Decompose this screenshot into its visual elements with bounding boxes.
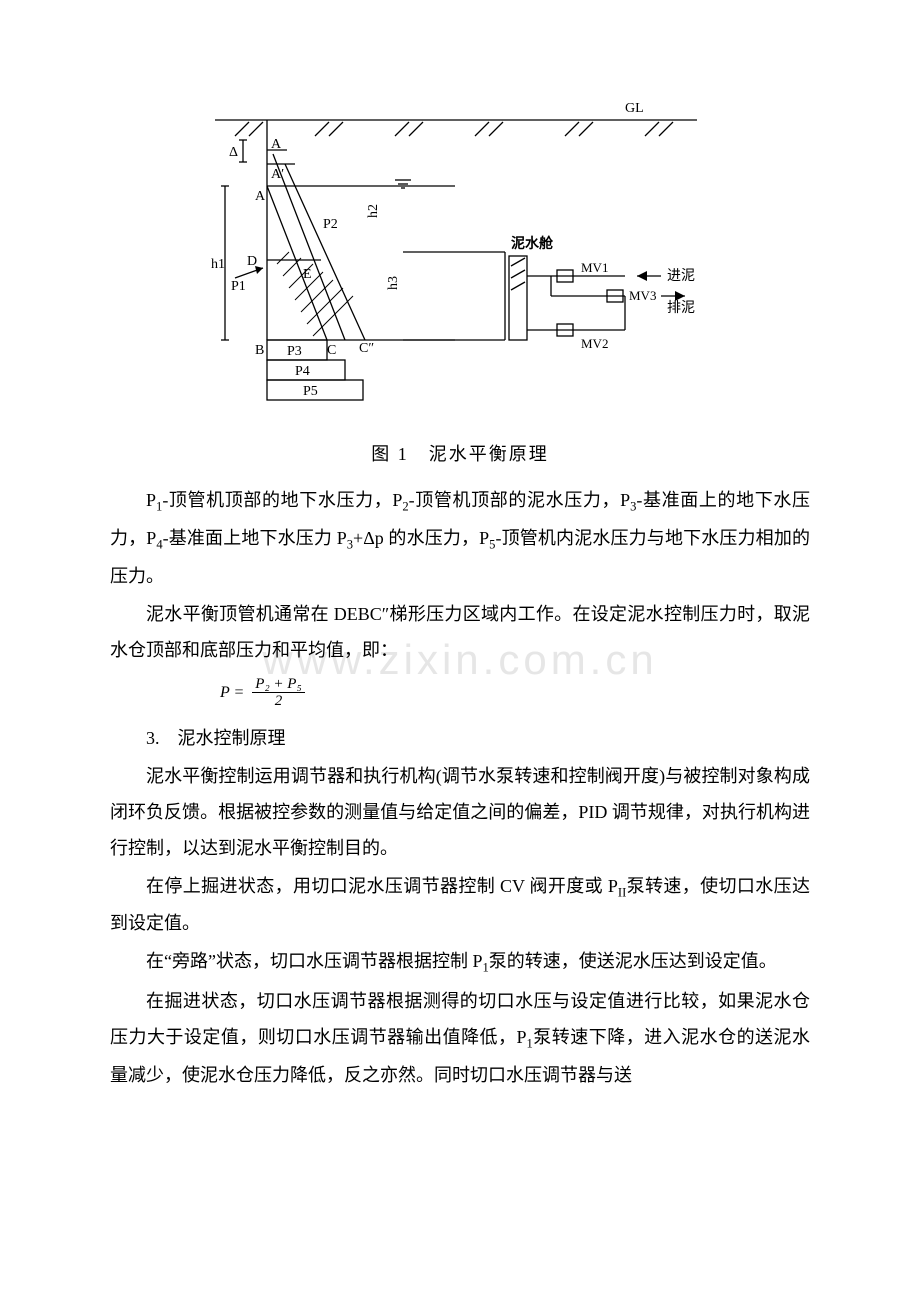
figure-caption: 图 1 泥水平衡原理	[110, 440, 810, 466]
t: -基准面上地下水压力 P	[163, 528, 347, 548]
label-out: 排泥	[667, 300, 695, 316]
t: 在停上掘进状态，用切口泥水压调节器控制 CV 阀开度或 P	[146, 876, 618, 896]
t: P	[146, 490, 156, 510]
label-aprime: A′	[271, 167, 284, 182]
para-control-principle: 泥水平衡控制运用调节器和执行机构(调节水泵转速和控制阀开度)与被控制对象构成闭环…	[110, 758, 810, 866]
label-mv1: MV1	[581, 260, 608, 275]
t: +Δp 的水压力，P	[353, 528, 489, 548]
label-h3: h3	[386, 276, 401, 290]
formula-lhs: P =	[220, 684, 244, 701]
t: 在“旁路”状态，切口水压调节器根据控制 P	[146, 951, 483, 971]
label-c: C	[327, 343, 336, 358]
t: -顶管机顶部的地下水压力，P	[162, 490, 402, 510]
label-mv3: MV3	[629, 288, 656, 303]
label-b: B	[255, 343, 264, 358]
para-stop-state: 在停上掘进状态，用切口泥水压调节器控制 CV 阀开度或 PII泵转速，使切口水压…	[110, 868, 810, 942]
para-excavation-state: 在掘进状态，切口水压调节器根据测得的切口水压与设定值进行比较，如果泥水仓压力大于…	[110, 983, 810, 1093]
formula-fraction: P₂ + P₅ 2	[252, 676, 304, 710]
label-in: 进泥	[667, 268, 695, 284]
formula-num: P₂ + P₅	[252, 676, 304, 694]
para-definitions: P1-顶管机顶部的地下水压力，P2-顶管机顶部的泥水压力，P3-基准面上的地下水…	[110, 482, 810, 594]
formula-den: 2	[252, 693, 304, 710]
svg-text:A: A	[255, 189, 266, 204]
label-nitan: 泥水舱	[511, 235, 554, 252]
t: -顶管机顶部的泥水压力，P	[409, 490, 630, 510]
sub: II	[618, 885, 626, 899]
label-h2: h2	[366, 204, 381, 218]
label-p5: P5	[303, 384, 318, 399]
label-h1: h1	[211, 257, 225, 272]
page-content: GL Δ A A′	[110, 100, 810, 1093]
slurry-balance-diagram: GL Δ A A′	[205, 100, 707, 410]
label-p1: P1	[231, 279, 246, 294]
label-cprime: C″	[359, 341, 374, 356]
para-bypass-state: 在“旁路”状态，切口水压调节器根据控制 P1泵的转速，使送泥水压达到设定值。	[110, 943, 810, 981]
label-delta: Δ	[229, 145, 238, 160]
figure-1: GL Δ A A′	[205, 100, 715, 410]
section-3-title: 3. 泥水控制原理	[110, 720, 810, 756]
label-p2: P2	[323, 217, 338, 232]
t: 泵的转速，使送泥水压达到设定值。	[489, 951, 777, 971]
label-a: A	[271, 137, 282, 152]
label-gl: GL	[625, 101, 644, 116]
label-p3: P3	[287, 344, 302, 359]
para-trapezoid: 泥水平衡顶管机通常在 DEBC″梯形压力区域内工作。在设定泥水控制压力时，取泥水…	[110, 596, 810, 668]
formula-average-pressure: P = P₂ + P₅ 2	[220, 676, 810, 710]
label-mv2: MV2	[581, 336, 608, 351]
label-p4: P4	[295, 364, 310, 379]
